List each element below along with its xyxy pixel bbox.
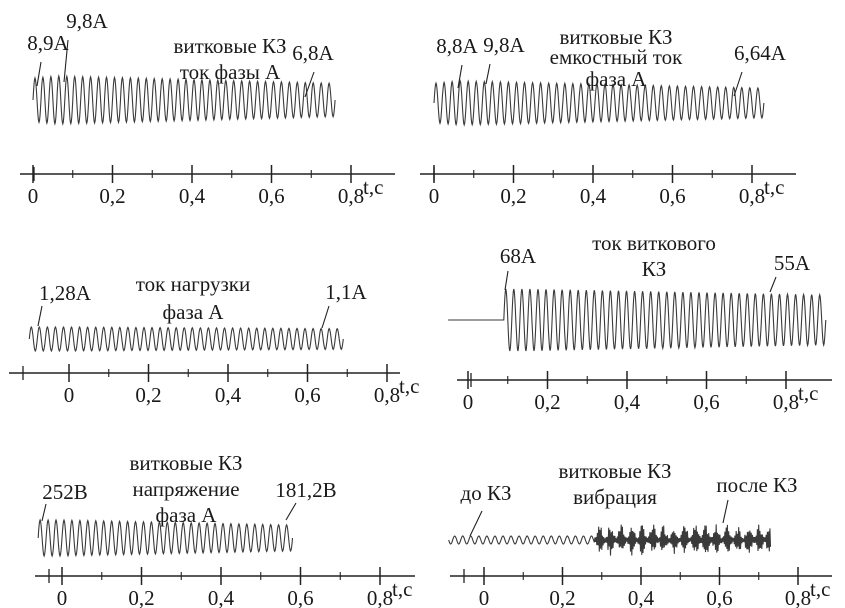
annotation-label: 6,64A bbox=[734, 41, 787, 65]
x-tick-label: 0 bbox=[64, 383, 75, 407]
annotation-label: 6,8A bbox=[292, 41, 334, 65]
x-axis-label: t,c bbox=[363, 175, 383, 199]
annotation-label: 9,8A bbox=[66, 9, 108, 33]
annotation-leader-line bbox=[485, 63, 491, 85]
x-tick-label: 0,6 bbox=[287, 586, 313, 608]
x-axis-label: t,c bbox=[392, 577, 412, 601]
x-tick-label: 0,4 bbox=[614, 390, 641, 414]
annotation-leader-line bbox=[722, 499, 729, 524]
annotation-leader-line bbox=[285, 502, 297, 521]
waveform-trace bbox=[448, 524, 772, 556]
annotation-label: ток нагрузки bbox=[136, 272, 251, 296]
x-tick-label: 0,4 bbox=[179, 184, 206, 208]
annotation-leader-line bbox=[733, 71, 743, 97]
annotation-label: 9,8A bbox=[483, 33, 525, 57]
chart-panel-5: 0 0,2 0,4 0,6 0,8t,c 252B витковые КЗнапряжени… bbox=[35, 451, 415, 608]
x-tick-label: 0,2 bbox=[500, 184, 526, 208]
x-axis-label: t,c bbox=[810, 577, 830, 601]
x-tick-label: 0 bbox=[429, 184, 440, 208]
annotation-label: фаза А bbox=[586, 67, 648, 91]
annotation-leader-line bbox=[769, 276, 777, 293]
waveform-trace bbox=[37, 518, 294, 558]
annotation-label: витковые КЗ bbox=[129, 451, 242, 475]
annotation-leader-line bbox=[63, 39, 69, 83]
annotation-label: 68A bbox=[500, 244, 537, 268]
x-tick-label: 0,4 bbox=[628, 586, 655, 608]
annotation-leader-line bbox=[457, 64, 463, 89]
x-tick-label: 0,8 bbox=[374, 383, 400, 407]
annotation-label: витковые КЗ bbox=[559, 25, 672, 49]
waveform-trace bbox=[433, 79, 765, 127]
chart-panel-6: 0 0,2 0,4 0,6 0,8t,c до КЗ витковые КЗвибрация… bbox=[448, 459, 832, 608]
x-tick-label: 0,8 bbox=[785, 586, 811, 608]
x-tick-label: 0 bbox=[28, 184, 39, 208]
annotation-leader-line bbox=[469, 510, 483, 537]
x-tick-label: 0,4 bbox=[580, 184, 607, 208]
x-tick-label: 0,6 bbox=[659, 184, 685, 208]
x-tick-label: 0,2 bbox=[99, 184, 125, 208]
x-tick-label: 0 bbox=[57, 586, 68, 608]
annotation-label: 8,9A bbox=[27, 31, 69, 55]
x-axis-label: t,c bbox=[798, 381, 818, 405]
x-tick-label: 0 bbox=[479, 586, 490, 608]
annotation-label: емкостный ток bbox=[550, 45, 684, 69]
x-tick-label: 0,2 bbox=[534, 390, 560, 414]
annotation-label: ток виткового bbox=[592, 231, 716, 255]
x-axis-label: t,c bbox=[399, 374, 419, 398]
chart-panel-3: 0 0,2 0,4 0,6 0,8t,c 1,28A ток нагрузки фаза А 1… bbox=[9, 272, 419, 407]
annotation-label: фаза А bbox=[156, 503, 218, 527]
annotation-leader-line bbox=[36, 61, 42, 87]
x-tick-label: 0,8 bbox=[367, 586, 393, 608]
annotation-label: после КЗ bbox=[716, 473, 797, 497]
annotation-leader-line bbox=[321, 305, 330, 329]
annotation-leader-line bbox=[504, 270, 509, 291]
annotation-label: 8,8A bbox=[436, 34, 478, 58]
x-tick-label: 0,6 bbox=[706, 586, 732, 608]
x-tick-label: 0,4 bbox=[208, 586, 235, 608]
annotation-label: 252B bbox=[42, 480, 88, 504]
x-tick-label: 0,8 bbox=[739, 184, 765, 208]
annotation-label: 1,1A bbox=[325, 280, 367, 304]
x-tick-label: 0,6 bbox=[693, 390, 719, 414]
waveform-trace bbox=[448, 288, 827, 352]
annotation-label: витковые КЗ bbox=[558, 459, 671, 483]
annotation-label: вибрация bbox=[573, 485, 657, 509]
annotation-label: напряжение bbox=[132, 477, 239, 501]
x-tick-label: 0 bbox=[463, 390, 474, 414]
x-axis-label: t,c bbox=[764, 175, 784, 199]
annotation-label: витковые КЗ bbox=[173, 34, 286, 58]
x-tick-label: 0,8 bbox=[338, 184, 364, 208]
annotation-label: до КЗ bbox=[461, 481, 512, 505]
x-tick-label: 0,6 bbox=[258, 184, 284, 208]
waveform-trace bbox=[32, 73, 336, 127]
chart-panel-2: 0 0,2 0,4 0,6 0,8t,c 8,8A 9,8A витковые КЗемкос… bbox=[420, 25, 796, 208]
annotation-label: ток фазы А bbox=[180, 60, 281, 84]
x-tick-label: 0,2 bbox=[135, 383, 161, 407]
annotation-label: 55A bbox=[774, 251, 811, 275]
annotation-label: фаза А bbox=[163, 300, 225, 324]
annotation-leader-line bbox=[37, 305, 43, 327]
annotation-label: КЗ bbox=[642, 257, 667, 281]
x-tick-label: 0,4 bbox=[215, 383, 242, 407]
annotation-leader-line bbox=[304, 71, 315, 98]
waveform-trace bbox=[28, 325, 344, 353]
annotation-label: 181,2B bbox=[275, 478, 336, 502]
annotation-leader-line bbox=[41, 503, 47, 522]
x-tick-label: 0,6 bbox=[294, 383, 320, 407]
x-tick-label: 0,2 bbox=[549, 586, 575, 608]
x-tick-label: 0,2 bbox=[128, 586, 154, 608]
annotation-label: 1,28A bbox=[39, 281, 92, 305]
x-tick-label: 0,8 bbox=[773, 390, 799, 414]
